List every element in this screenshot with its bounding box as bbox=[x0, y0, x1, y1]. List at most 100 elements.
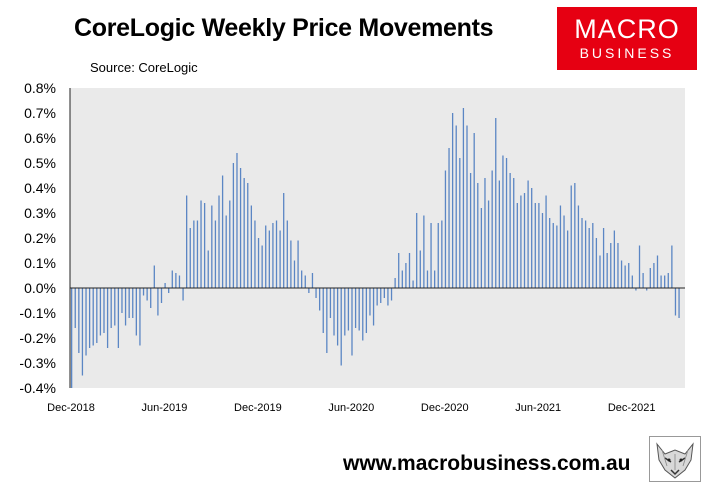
y-tick-label: 0.0% bbox=[24, 280, 56, 296]
bar bbox=[229, 200, 231, 288]
bar bbox=[200, 200, 202, 288]
bar bbox=[347, 288, 350, 331]
bar bbox=[85, 288, 87, 356]
bar bbox=[160, 288, 163, 303]
bar bbox=[81, 288, 84, 376]
bar bbox=[674, 288, 677, 316]
bar bbox=[247, 183, 249, 288]
bar bbox=[203, 203, 206, 288]
bar bbox=[538, 203, 540, 288]
bar bbox=[444, 170, 447, 288]
bar bbox=[265, 225, 267, 288]
bar bbox=[336, 288, 339, 346]
bar bbox=[477, 183, 479, 288]
bar bbox=[268, 230, 270, 288]
bar bbox=[272, 223, 274, 288]
bar bbox=[520, 195, 522, 288]
bar bbox=[602, 228, 605, 288]
bar bbox=[351, 288, 353, 356]
bar bbox=[541, 213, 544, 288]
bar bbox=[293, 260, 296, 288]
bar bbox=[182, 288, 184, 301]
y-tick-label: -0.4% bbox=[19, 380, 56, 396]
bar bbox=[480, 208, 483, 288]
bar bbox=[631, 275, 633, 288]
x-tick-label: Dec-2018 bbox=[47, 402, 95, 414]
bar bbox=[559, 205, 562, 288]
logo-line-2: BUSINESS bbox=[579, 45, 675, 61]
bar bbox=[261, 245, 263, 288]
bar bbox=[484, 178, 486, 288]
bar bbox=[139, 288, 141, 346]
x-tick-label: Dec-2021 bbox=[608, 402, 656, 414]
bar bbox=[495, 118, 497, 288]
bar bbox=[254, 220, 256, 288]
bar bbox=[340, 288, 342, 366]
bar bbox=[333, 288, 335, 336]
bar bbox=[416, 213, 418, 288]
bar bbox=[207, 250, 209, 288]
bar bbox=[326, 288, 328, 353]
bar bbox=[394, 278, 396, 288]
bar bbox=[117, 288, 120, 348]
x-tick-label: Jun-2019 bbox=[142, 402, 188, 414]
bar bbox=[502, 155, 504, 288]
bar bbox=[534, 203, 536, 288]
bar bbox=[678, 288, 680, 318]
bar bbox=[660, 275, 662, 288]
bar bbox=[236, 153, 238, 288]
bar bbox=[455, 125, 457, 288]
bar bbox=[620, 260, 623, 288]
bar bbox=[390, 288, 393, 301]
bar bbox=[171, 270, 173, 288]
bar bbox=[574, 183, 576, 288]
bar bbox=[531, 188, 533, 288]
bar bbox=[146, 288, 148, 301]
bar bbox=[527, 180, 529, 288]
y-tick-label: 0.8% bbox=[24, 80, 56, 96]
bar bbox=[164, 283, 166, 288]
bar bbox=[301, 270, 303, 288]
bar bbox=[581, 218, 583, 288]
bar bbox=[516, 203, 518, 288]
bar bbox=[99, 288, 102, 336]
bar bbox=[462, 108, 465, 288]
bar bbox=[297, 240, 299, 288]
bar bbox=[354, 288, 357, 328]
x-tick-label: Dec-2019 bbox=[234, 402, 282, 414]
bar bbox=[128, 288, 130, 318]
bar bbox=[383, 288, 385, 298]
bar bbox=[448, 148, 450, 288]
bar bbox=[372, 288, 375, 326]
bar bbox=[646, 288, 648, 291]
bar bbox=[635, 288, 637, 291]
bar bbox=[157, 288, 159, 316]
bar bbox=[642, 273, 644, 288]
y-tick-label: 0.2% bbox=[24, 230, 56, 246]
bar bbox=[549, 218, 551, 288]
bar bbox=[78, 288, 80, 353]
bar bbox=[74, 288, 76, 328]
bar bbox=[434, 270, 436, 288]
bar bbox=[513, 178, 515, 288]
bar bbox=[311, 273, 314, 288]
bar bbox=[318, 288, 321, 311]
bar bbox=[498, 180, 500, 288]
bar bbox=[552, 223, 554, 288]
bar bbox=[186, 195, 188, 288]
bar bbox=[308, 288, 310, 293]
bar bbox=[617, 243, 619, 288]
bar bbox=[408, 253, 411, 288]
bar bbox=[315, 288, 317, 298]
bar bbox=[365, 288, 368, 333]
bar bbox=[419, 250, 421, 288]
y-tick-label: 0.1% bbox=[24, 255, 56, 271]
bar bbox=[638, 245, 641, 288]
y-tick-label: -0.1% bbox=[19, 305, 56, 321]
bar bbox=[92, 288, 94, 346]
bar bbox=[523, 193, 526, 288]
bar bbox=[491, 170, 493, 288]
y-tick-label: 0.6% bbox=[24, 130, 56, 146]
source-note: Source: CoreLogic bbox=[90, 60, 198, 75]
bar bbox=[275, 220, 278, 288]
